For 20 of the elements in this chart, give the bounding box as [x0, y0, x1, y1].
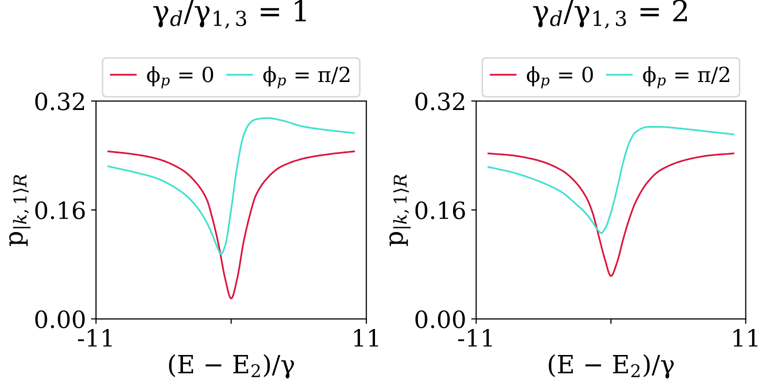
y-axis-title: p$_{|k,1⟩R}$: [389, 174, 411, 246]
y-tick-label: 0.00: [35, 310, 85, 328]
y-tick-label: 0.32: [415, 92, 464, 110]
chart-title: γ$_{d}$/γ$_{1,3}$ = 1: [153, 0, 306, 29]
x-axis-title: (E − E$_{2}$)/γ: [169, 354, 294, 378]
y-tick-label: 0.16: [35, 201, 85, 220]
y-tick-label: 0.00: [415, 310, 465, 328]
x-tick-label: 11: [734, 329, 758, 347]
x-tick-label: -11: [458, 329, 492, 347]
chart-title: γ$_{d}$/γ$_{1,3}$ = 2: [533, 0, 687, 29]
legend-label: ϕ$_{p}$ = 0: [147, 66, 214, 88]
x-tick-label: -11: [78, 329, 112, 347]
legend-label: ϕ$_{p}$ = π/2: [643, 66, 730, 88]
legend-label: ϕ$_{p}$ = 0: [526, 66, 593, 88]
x-tick-label: 11: [354, 329, 378, 347]
y-axis-title: p$_{|k,1⟩R}$: [9, 174, 31, 246]
y-tick-label: 0.16: [415, 201, 465, 220]
y-tick-label: 0.32: [35, 92, 84, 110]
legend-label: ϕ$_{p}$ = π/2: [263, 66, 350, 88]
x-axis-title: (E − E$_{2}$)/γ: [548, 354, 674, 378]
